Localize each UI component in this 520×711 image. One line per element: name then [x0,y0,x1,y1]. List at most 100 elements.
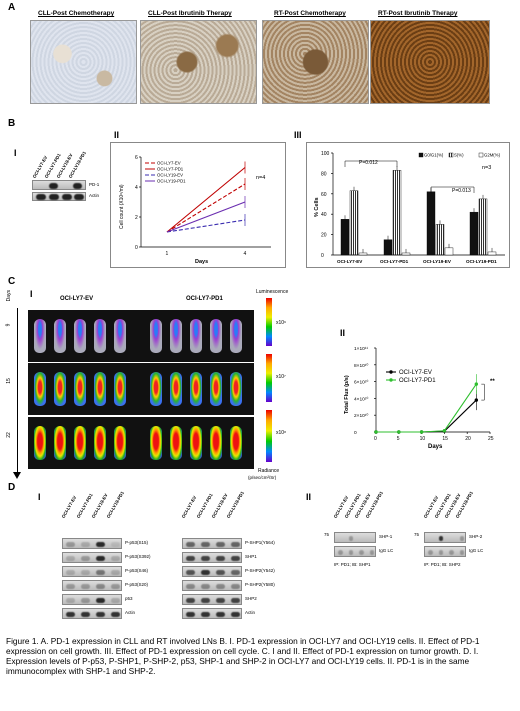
blot-row [62,552,122,563]
cycle-bar [444,247,454,256]
legend-label: G0/G1(%) [424,153,444,158]
panel-a-title-1: CLL-Post Chemotherapy [38,10,115,17]
y-tick-label: 1×10¹¹ [354,346,368,352]
blot-band [111,570,120,575]
blot-row-label: P-p53(S20) [125,582,149,587]
blot-band [231,598,240,603]
blot-band [66,542,75,547]
x-tick-label: 4 [244,251,247,257]
blot-group-ip-shp1: OCI-LY7-EV OCI-LY7-PD1 OCI-LY19-EV OCI-LY19… [322,490,412,567]
blot-row-label: P-SHP1(Y564) [245,540,275,545]
panel-a-label: A [8,2,16,13]
mouse-image [54,426,66,460]
scale-unit: x10⁷ [276,374,286,380]
blot-band [438,536,443,541]
panel-b-ii-label: II [114,130,120,140]
ip-caption: IP: PD1; IB: SHP1 [334,562,371,567]
blot-band [66,570,75,575]
day-label: 22 [5,432,12,438]
mouse-image [150,319,162,353]
legend-label: OCI-LY7-PD1 [399,378,436,384]
blot-row [62,538,122,549]
blot-band [66,598,75,603]
flux-chart: Total Flux (p/s) Days ** OCI-LY7-EVOCI-L… [344,346,495,450]
mouse-image [114,372,126,406]
blot-band [81,598,90,603]
mouse-image [74,372,86,406]
flux-point [397,430,401,434]
blot-row [62,608,122,619]
mouse-image [170,372,182,406]
blot-row [424,546,466,557]
blot-band [81,570,90,575]
blot-band [62,194,72,200]
blot-band [96,570,105,575]
flux-point [374,430,378,434]
pd1-blot-row [32,180,86,190]
blot-band [369,550,374,555]
cycle-ylabel: % Cells [314,197,320,217]
day-label: 9 [5,323,12,327]
flux-legend: OCI-LY7-EV OCI-LY7-PD1 [386,370,436,384]
blot-band [231,612,240,617]
blot-row-label: p53 [125,596,133,601]
legend-marker [389,378,393,382]
pval-bracket [344,160,398,167]
blot-row-label: P-p53(S46) [125,568,149,573]
y-tick-label: 80 [321,171,327,177]
panel-a-title-4: RT-Post Ibrutinib Therapy [378,10,458,17]
blot-band [81,584,90,589]
legend-swatch [448,152,454,158]
x-tick-label: 1 [166,251,169,257]
blot-row [334,532,376,543]
blot-band [73,183,82,189]
ihc-image-cll-ibrutinib [140,20,257,104]
mouse-image [230,319,242,353]
cycle-bar [426,191,436,256]
pd1-blot-lane-labels: OCI-LY7-EV OCI-LY7-PD1 OCI-LY19-EV OCI-L… [30,148,90,179]
y-tick-label: 2×10¹⁰ [354,413,368,419]
blot-band [186,584,195,589]
blot-row-label: P-p53(S392) [125,554,151,559]
blot-band [201,598,210,603]
blot-band [49,183,58,189]
blot-band [216,612,225,617]
blot-band [348,550,353,555]
color-scale-bar [266,298,272,346]
growth-xlabel: Days [195,259,208,265]
cycle-pval-2: P=0.013 [452,188,471,194]
blot-row-label: SHP2 [245,596,257,601]
blot-row-label: Actin [125,610,136,615]
mouse-image [230,372,242,406]
blot-group-shp: OCI-LY7-EV OCI-LY7-PD1 OCI-LY19-EV OCI-LY19… [180,490,290,624]
group-label-pd1: OCI-LY7-PD1 [186,296,223,302]
panel-c-i-label: I [30,289,33,299]
blot-band [66,612,75,617]
panel-d-i-label: I [38,492,41,502]
blot-band [186,598,195,603]
blot-band [438,550,443,555]
panel-b-label: B [8,118,16,129]
blot-row [62,594,122,605]
cycle-category-label: OCI-LY19-PD1 [466,259,497,264]
actin-blot-row [32,192,86,201]
pval-bracket [430,186,475,193]
blot-band [216,598,225,603]
y-tick-label: 2 [135,215,138,221]
mouse-image [74,319,86,353]
blot-band [66,556,75,561]
flux-series-line [376,399,477,433]
growth-legend: OCI-LY7-EVOCI-LY7-PD1OCI-LY19-EVOCI-LY19… [145,161,186,184]
x-tick-label: 20 [465,436,471,442]
cycle-bar [340,219,350,256]
blot-band [111,612,120,617]
mouse-image [94,426,106,460]
mouse-image [210,319,222,353]
blot-row [182,538,242,549]
legend-label: OCI-LY19-PD1 [157,179,186,184]
y-tick-label: 60 [321,192,327,198]
blot-row-label: P-SHP2(Y542) [245,568,275,573]
growth-chart: Cell count (X10⁶/ml) Days n=4 OCI-LY7-EV… [119,155,271,265]
molecular-weight-marker: 75 [324,532,330,537]
y-tick-label: 4×10¹⁰ [354,396,368,402]
